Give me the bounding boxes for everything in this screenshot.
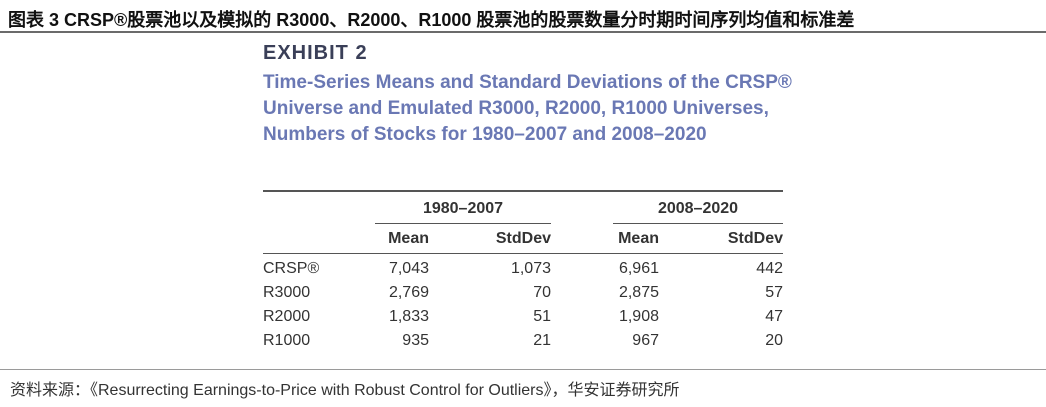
cell-value: 51 bbox=[533, 308, 551, 325]
row-label: CRSP® bbox=[263, 260, 320, 277]
caption-divider bbox=[0, 31, 1046, 33]
cell-value: 967 bbox=[632, 332, 659, 349]
cell-value: 1,833 bbox=[388, 308, 429, 325]
group-header-2008-2020: 2008–2020 bbox=[657, 200, 739, 217]
group-header-1980-2007: 1980–2007 bbox=[422, 200, 504, 217]
cell-value: 935 bbox=[402, 332, 429, 349]
cell-value: 57 bbox=[765, 284, 783, 301]
column-header-stddev-1: StdDev bbox=[495, 230, 551, 247]
cell-value: 1,908 bbox=[618, 308, 659, 325]
cell-value: 21 bbox=[533, 332, 551, 349]
exhibit-label: EXHIBIT 2 bbox=[263, 42, 368, 64]
table-row: R3000 2,769 70 2,875 57 bbox=[263, 284, 783, 308]
column-header-mean-1: Mean bbox=[388, 230, 429, 247]
cell-value: 1,073 bbox=[510, 260, 551, 277]
cell-value: 20 bbox=[765, 332, 783, 349]
cell-value: 47 bbox=[765, 308, 783, 325]
cell-value: 70 bbox=[533, 284, 551, 301]
column-header-stddev-2: StdDev bbox=[727, 230, 783, 247]
source-note: 资料来源：《Resurrecting Earnings-to-Price wit… bbox=[10, 382, 680, 399]
cell-value: 2,769 bbox=[388, 284, 429, 301]
group-rule-1980-2007 bbox=[375, 223, 551, 225]
figure-caption: 图表 3 CRSP®股票池以及模拟的 R3000、R2000、R1000 股票池… bbox=[8, 10, 855, 30]
table-row: R2000 1,833 51 1,908 47 bbox=[263, 308, 783, 332]
source-divider bbox=[0, 369, 1046, 370]
exhibit-title: Time-Series Means and Standard Deviation… bbox=[263, 72, 792, 145]
cell-value: 7,043 bbox=[388, 260, 429, 277]
cell-value: 442 bbox=[756, 260, 783, 277]
row-label: R3000 bbox=[263, 284, 311, 301]
row-label: R2000 bbox=[263, 308, 311, 325]
row-label: R1000 bbox=[263, 332, 311, 349]
cell-value: 6,961 bbox=[618, 260, 659, 277]
group-rule-2008-2020 bbox=[613, 223, 783, 225]
cell-value: 2,875 bbox=[618, 284, 659, 301]
table-row: CRSP® 7,043 1,073 6,961 442 bbox=[263, 260, 783, 284]
table-header-rule bbox=[263, 253, 783, 255]
table-top-rule bbox=[263, 190, 783, 192]
table-row: R1000 935 21 967 20 bbox=[263, 332, 783, 356]
column-header-mean-2: Mean bbox=[618, 230, 659, 247]
